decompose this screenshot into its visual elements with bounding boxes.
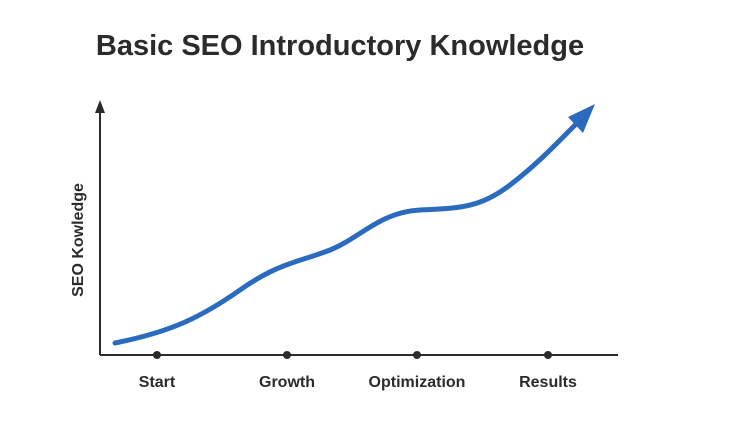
y-axis-label: SEO Kowledge xyxy=(70,183,87,297)
stage-dot xyxy=(413,351,421,359)
stage-dot xyxy=(153,351,161,359)
growth-curve xyxy=(112,117,583,346)
stage-label: Results xyxy=(519,374,577,391)
stage-label: Optimization xyxy=(369,374,466,391)
y-axis-arrow xyxy=(95,100,105,113)
stages: Start Growth Optimization Results xyxy=(139,351,577,391)
title: Basic SEO Introductory Knowledge xyxy=(96,30,584,62)
stage-label: Start xyxy=(139,374,176,391)
curve-arrowhead xyxy=(568,104,595,133)
stage-dot xyxy=(544,351,552,359)
stage-label: Growth xyxy=(259,374,315,391)
stage-dot xyxy=(283,351,291,359)
